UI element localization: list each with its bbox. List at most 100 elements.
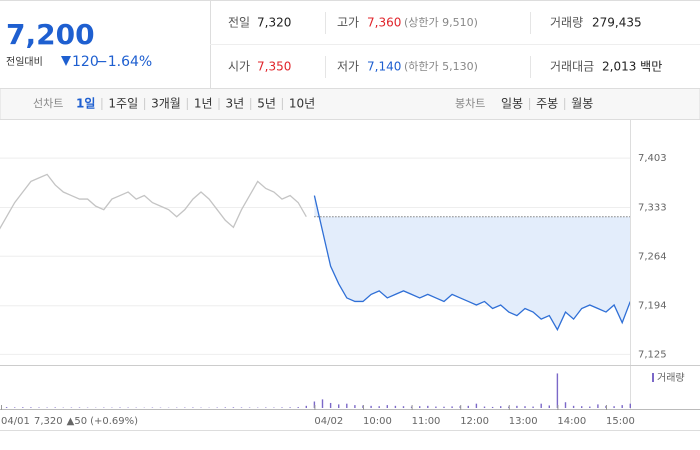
- volume-bar: [467, 405, 469, 408]
- volume-bar: [540, 403, 542, 408]
- volume-bar: [621, 405, 623, 408]
- volume-bar: [629, 403, 631, 408]
- volume-bar: [613, 406, 615, 408]
- tab[interactable]: 5년: [257, 97, 276, 111]
- volume-bar: [54, 407, 56, 408]
- plot: [0, 157, 630, 355]
- change: 120: [72, 54, 99, 70]
- volume-bar: [305, 405, 307, 408]
- tab[interactable]: 월봉: [571, 97, 593, 111]
- volume-bar: [30, 407, 32, 408]
- legend-swatch: [652, 373, 654, 382]
- volume-bar: [402, 406, 405, 408]
- quote-note: (상한가 9,510): [404, 16, 478, 29]
- volume-bar: [240, 407, 243, 408]
- x-tick-label: 15:00: [606, 416, 635, 427]
- volume-bar: [548, 405, 550, 408]
- price-line: [313, 195, 630, 332]
- tab[interactable]: 일봉: [501, 97, 523, 111]
- volume-bar: [524, 406, 526, 408]
- volume-bar: [516, 405, 518, 408]
- quote-note: (하한가 5,130): [404, 59, 478, 73]
- y-tick-label: 7,264: [638, 251, 667, 262]
- volume-bar: [491, 406, 494, 408]
- quote-label: 저가: [337, 60, 359, 74]
- volume-bar: [532, 406, 534, 408]
- volume-bar: [581, 406, 583, 408]
- quote-label: 시가: [228, 60, 250, 74]
- prev-close-label: 7,320: [34, 416, 63, 427]
- volume-bar: [500, 406, 502, 408]
- volume-bar: [443, 406, 445, 408]
- volume-bar: [22, 407, 24, 408]
- volume-bar: [394, 405, 397, 408]
- y-tick-label: 7,403: [638, 153, 667, 164]
- volume-bar: [313, 401, 316, 408]
- current-price: 7,200: [6, 18, 95, 51]
- quote-value: 279,435: [592, 16, 642, 30]
- change-pct: −1.64%: [96, 54, 152, 70]
- volume-bar: [5, 407, 8, 408]
- quote-value: 2,013 백만: [602, 60, 662, 74]
- x-tick-label: 12:00: [460, 416, 489, 427]
- tab[interactable]: 1년: [194, 97, 213, 111]
- y-tick-label: 7,194: [638, 301, 667, 312]
- tab-bar: [0, 88, 700, 120]
- volume-bar: [370, 405, 372, 408]
- volume-bar: [321, 399, 324, 408]
- tab[interactable]: 주봉: [536, 97, 558, 111]
- volume-bar: [572, 405, 575, 408]
- tab[interactable]: 1주일: [108, 97, 138, 111]
- volume-bar: [289, 407, 291, 408]
- x-tick-label: 10:00: [363, 416, 392, 427]
- tab-group-label: 선차트: [33, 97, 63, 110]
- volume-bar: [410, 406, 413, 408]
- quote-value: 7,320: [257, 16, 291, 30]
- volume-bar: [38, 407, 40, 408]
- tab[interactable]: 3개월: [151, 97, 181, 111]
- volume-bar: [346, 403, 348, 408]
- y-tick-label: 7,333: [638, 203, 667, 214]
- volume-bar: [564, 402, 567, 408]
- quote-value: 7,140: [367, 60, 401, 74]
- volume-bar: [265, 407, 267, 408]
- volume-bar: [224, 407, 226, 408]
- volume-bar: [354, 405, 356, 408]
- y-tick-label: 7,125: [638, 349, 667, 360]
- tab[interactable]: 3년: [226, 97, 245, 111]
- x-tick-label: 14:00: [557, 416, 586, 427]
- volume-bar: [119, 407, 121, 408]
- quote-value: 7,360: [367, 16, 401, 30]
- change-area: [314, 195, 630, 330]
- tab[interactable]: 10년: [289, 97, 315, 111]
- down-arrow: [61, 56, 71, 66]
- volume-bar: [378, 406, 380, 408]
- volume-bar: [338, 404, 340, 408]
- volume-bar: [419, 406, 421, 408]
- tab-group-label: 봉차트: [455, 97, 485, 110]
- x-tick-label: 04/01: [1, 416, 30, 427]
- quote-value: 7,350: [257, 60, 291, 74]
- volume-bar: [556, 373, 559, 408]
- price-line: [0, 173, 307, 230]
- change-label: 전일대비: [6, 56, 43, 68]
- volume-bar: [589, 406, 591, 408]
- volume-bar: [451, 406, 453, 408]
- volume-bar: [14, 407, 16, 408]
- quote-label: 고가: [337, 16, 359, 30]
- tab[interactable]: 1일: [76, 97, 95, 111]
- quote-label: 전일: [228, 16, 250, 30]
- quote-label: 거래대금: [550, 60, 594, 74]
- volume-bar: [297, 407, 299, 408]
- volume-bar: [597, 404, 599, 408]
- volume-bar: [329, 402, 332, 408]
- prev-change: ▲50: [67, 416, 87, 427]
- legend-label: 거래량: [657, 372, 685, 384]
- x-tick-label: 04/02: [314, 416, 343, 427]
- volume-bar: [435, 406, 437, 408]
- volume-bar: [192, 407, 194, 408]
- prev-change-pct: (+0.69%): [90, 416, 138, 427]
- x-tick-label: 13:00: [509, 416, 538, 427]
- volume-bar: [475, 403, 478, 408]
